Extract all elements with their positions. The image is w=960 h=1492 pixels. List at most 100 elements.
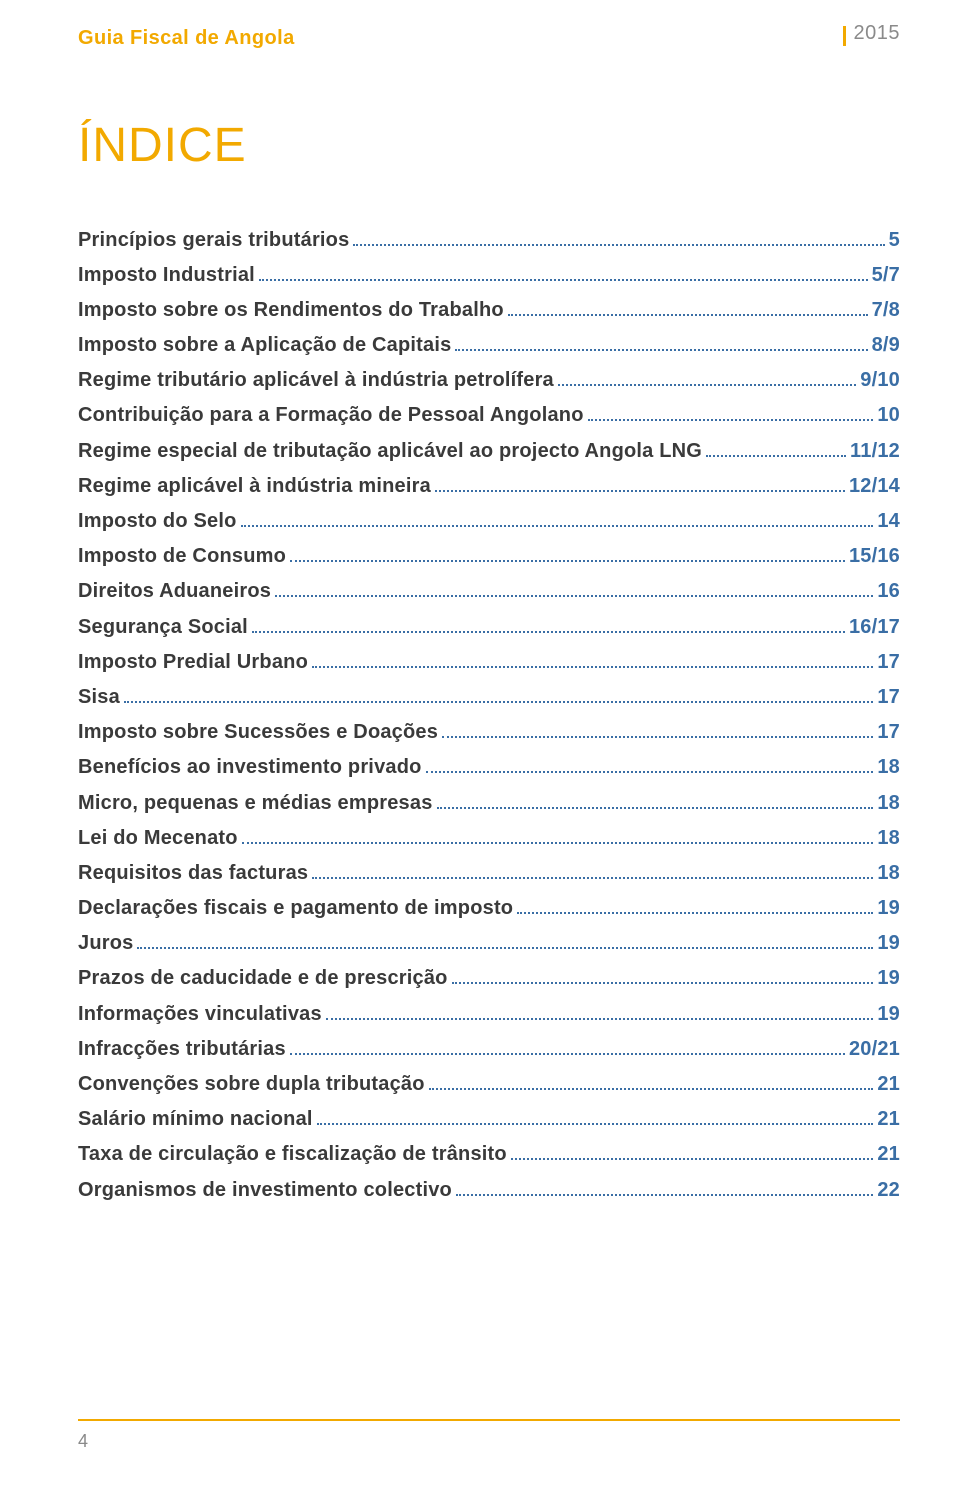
toc-row[interactable]: Organismos de investimento colectivo22: [78, 1179, 900, 1202]
toc-row[interactable]: Imposto sobre os Rendimentos do Trabalho…: [78, 299, 900, 322]
toc-page-number: 20/21: [849, 1038, 900, 1061]
toc-leader-dots-icon: [242, 842, 874, 844]
toc-label: Segurança Social: [78, 616, 248, 639]
toc-row[interactable]: Direitos Aduaneiros 16: [78, 580, 900, 603]
toc-label: Juros: [78, 932, 133, 955]
toc-row[interactable]: Imposto de Consumo15/16: [78, 545, 900, 568]
toc-row[interactable]: Salário mínimo nacional 21: [78, 1108, 900, 1131]
toc-page-number: 5: [889, 229, 900, 252]
toc-row[interactable]: Contribuição para a Formação de Pessoal …: [78, 404, 900, 427]
toc-page-number: 17: [877, 686, 900, 709]
toc-page-number: 17: [877, 651, 900, 674]
page-number: 4: [78, 1431, 900, 1452]
toc-row[interactable]: Princípios gerais tributários 5: [78, 229, 900, 252]
toc-page-number: 19: [877, 932, 900, 955]
toc-leader-dots-icon: [429, 1088, 874, 1090]
toc-row[interactable]: Convenções sobre dupla tributação21: [78, 1073, 900, 1096]
toc-leader-dots-icon: [326, 1018, 874, 1020]
toc-row[interactable]: Benefícios ao investimento privado 18: [78, 756, 900, 779]
toc-label: Informações vinculativas: [78, 1003, 322, 1026]
toc-page-number: 21: [877, 1108, 900, 1131]
toc-row[interactable]: Prazos de caducidade e de prescrição 19: [78, 967, 900, 990]
toc-leader-dots-icon: [508, 314, 868, 316]
toc-page-number: 11/12: [850, 440, 900, 463]
toc-page-number: 7/8: [872, 299, 900, 322]
toc-leader-dots-icon: [435, 490, 845, 492]
toc-label: Requisitos das facturas: [78, 862, 308, 885]
toc-leader-dots-icon: [442, 736, 873, 738]
footer: 4: [78, 1391, 900, 1452]
toc-row[interactable]: Imposto sobre a Aplicação de Capitais8/9: [78, 334, 900, 357]
footer-rule-icon: [78, 1419, 900, 1421]
toc-label: Imposto sobre a Aplicação de Capitais: [78, 334, 451, 357]
page: Guia Fiscal de Angola 2015 ÍNDICE Princí…: [0, 0, 960, 1492]
toc-leader-dots-icon: [455, 349, 867, 351]
toc-row[interactable]: Lei do Mecenato 18: [78, 827, 900, 850]
toc-row[interactable]: Imposto sobre Sucessões e Doações 17: [78, 721, 900, 744]
toc-page-number: 18: [877, 862, 900, 885]
toc-page-number: 16: [877, 580, 900, 603]
toc-label: Direitos Aduaneiros: [78, 580, 271, 603]
toc-label: Imposto Predial Urbano: [78, 651, 308, 674]
document-title: Guia Fiscal de Angola: [78, 27, 295, 50]
toc-row[interactable]: Regime aplicável à indústria mineira 12/1…: [78, 475, 900, 498]
toc-page-number: 22: [877, 1179, 900, 1202]
toc-label: Imposto sobre Sucessões e Doações: [78, 721, 438, 744]
toc-label: Benefícios ao investimento privado: [78, 756, 422, 779]
toc-page-number: 12/14: [849, 475, 900, 498]
toc-leader-dots-icon: [558, 384, 856, 386]
document-year: 2015: [854, 22, 901, 45]
toc-leader-dots-icon: [517, 912, 873, 914]
toc-page-number: 10: [877, 404, 900, 427]
toc-leader-dots-icon: [317, 1123, 874, 1125]
toc-label: Imposto Industrial: [78, 264, 255, 287]
toc-leader-dots-icon: [124, 701, 873, 703]
toc-leader-dots-icon: [290, 560, 845, 562]
toc-leader-dots-icon: [137, 947, 873, 949]
toc-row[interactable]: Sisa 17: [78, 686, 900, 709]
toc-page-number: 19: [877, 967, 900, 990]
indice-heading: ÍNDICE: [78, 118, 900, 173]
toc-label: Sisa: [78, 686, 120, 709]
toc-row[interactable]: Regime especial de tributação aplicável …: [78, 440, 900, 463]
toc-page-number: 21: [877, 1073, 900, 1096]
toc-row[interactable]: Regime tributário aplicável à indústria …: [78, 369, 900, 392]
toc-row[interactable]: Imposto Predial Urbano 17: [78, 651, 900, 674]
toc-page-number: 18: [877, 792, 900, 815]
divider-bar-icon: [843, 26, 846, 46]
toc-label: Princípios gerais tributários: [78, 229, 349, 252]
toc-leader-dots-icon: [275, 595, 873, 597]
toc-row[interactable]: Requisitos das facturas 18: [78, 862, 900, 885]
toc-leader-dots-icon: [312, 877, 873, 879]
toc-leader-dots-icon: [437, 807, 874, 809]
toc-label: Regime aplicável à indústria mineira: [78, 475, 431, 498]
toc-page-number: 15/16: [849, 545, 900, 568]
toc-label: Regime especial de tributação aplicável …: [78, 440, 702, 463]
toc-row[interactable]: Juros 19: [78, 932, 900, 955]
toc-label: Micro, pequenas e médias empresas: [78, 792, 433, 815]
toc-leader-dots-icon: [353, 244, 884, 246]
toc-label: Taxa de circulação e fiscalização de trâ…: [78, 1143, 507, 1166]
toc-leader-dots-icon: [588, 419, 874, 421]
toc-leader-dots-icon: [259, 279, 868, 281]
toc-page-number: 17: [877, 721, 900, 744]
toc-row[interactable]: Micro, pequenas e médias empresas 18: [78, 792, 900, 815]
toc-label: Prazos de caducidade e de prescrição: [78, 967, 448, 990]
toc-page-number: 18: [877, 756, 900, 779]
toc-row[interactable]: Imposto do Selo14: [78, 510, 900, 533]
toc-row[interactable]: Imposto Industrial 5/7: [78, 264, 900, 287]
toc-page-number: 5/7: [872, 264, 900, 287]
toc-label: Salário mínimo nacional: [78, 1108, 313, 1131]
toc-leader-dots-icon: [456, 1194, 873, 1196]
toc-page-number: 18: [877, 827, 900, 850]
toc-label: Lei do Mecenato: [78, 827, 238, 850]
toc-label: Imposto sobre os Rendimentos do Trabalho: [78, 299, 504, 322]
toc-row[interactable]: Segurança Social16/17: [78, 616, 900, 639]
header-year-wrap: 2015: [843, 22, 901, 45]
toc-row[interactable]: Declarações fiscais e pagamento de impos…: [78, 897, 900, 920]
toc-row[interactable]: Informações vinculativas19: [78, 1003, 900, 1026]
toc-page-number: 19: [877, 897, 900, 920]
toc-row[interactable]: Infracções tributárias20/21: [78, 1038, 900, 1061]
toc-row[interactable]: Taxa de circulação e fiscalização de trâ…: [78, 1143, 900, 1166]
toc-leader-dots-icon: [252, 631, 845, 633]
